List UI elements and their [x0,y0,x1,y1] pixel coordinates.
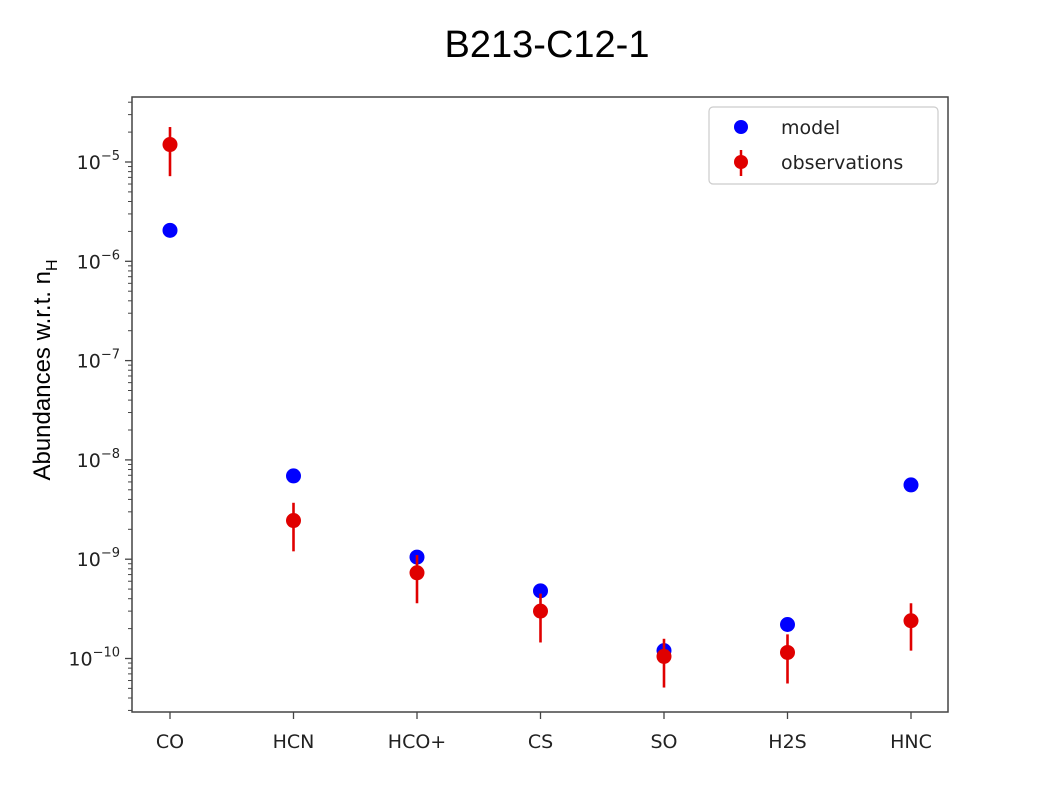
data-marks [162,127,919,688]
y-tick-label: 10−5 [77,149,120,174]
y-tick-label-exponent: −9 [101,546,120,561]
y-tick-label-exponent: −8 [101,447,120,462]
legend-label-observations: observations [781,152,903,174]
model-point [533,583,548,599]
model-point [903,477,919,493]
x-tick-label: H2S [768,731,806,753]
model-point [286,468,301,484]
observation-point [286,513,301,529]
y-tick-label-base: 10 [68,649,92,671]
y-tick-label-base: 10 [77,351,101,373]
x-tick-label: CS [528,731,553,753]
x-tick-label: HCO+ [388,731,446,753]
y-axis: 10−510−610−710−810−910−10 [68,101,132,711]
y-axis-label-subscript: H [44,259,61,271]
observation-point [903,613,919,629]
y-tick-label-base: 10 [77,450,101,472]
y-axis-label: Abundances w.r.t. nH [29,259,61,480]
legend: model observations [708,106,939,185]
x-tick-label: HNC [890,731,932,753]
model-point [780,616,795,632]
y-tick-label-exponent: −5 [101,149,120,164]
legend-marker-observations [734,155,748,169]
observation-point [533,603,548,619]
chart-title: B213-C12-1 [444,24,650,66]
y-tick-label: 10−6 [77,248,120,273]
y-tick-label-base: 10 [77,251,101,273]
x-tick-label: HCN [273,731,315,753]
y-tick-label-exponent: −7 [101,348,120,363]
y-tick-label-exponent: −6 [101,248,120,263]
legend-marker-model [734,120,748,134]
observation-point [162,137,178,153]
observation-point [656,648,672,664]
y-tick-label: 10−8 [77,447,120,472]
y-tick-label: 10−7 [77,348,120,373]
legend-box [708,106,939,185]
observation-point [780,644,795,660]
y-tick-label-base: 10 [77,549,101,571]
x-axis: CO HCN HCO+ CS SO H2S HNC [156,712,932,753]
x-tick-label: SO [650,731,677,753]
y-tick-label: 10−10 [68,646,120,671]
y-tick-label-base: 10 [77,152,101,174]
x-tick-label: CO [156,731,184,753]
y-tick-label: 10−9 [77,546,120,571]
y-tick-label-exponent: −10 [93,646,120,661]
observation-point [409,565,425,581]
model-point [162,222,178,238]
legend-label-model: model [781,117,840,139]
